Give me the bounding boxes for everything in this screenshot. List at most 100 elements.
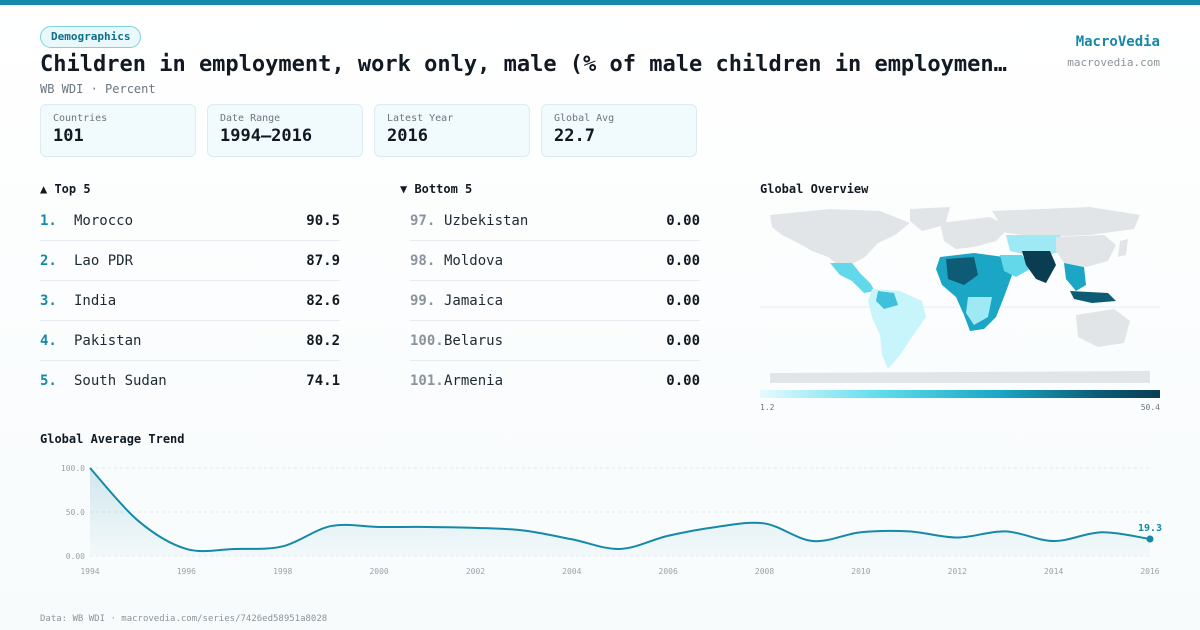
stat-value: 2016 bbox=[387, 126, 428, 146]
data-point bbox=[89, 467, 91, 469]
region-southeast-asia[interactable] bbox=[1064, 263, 1086, 291]
world-choropleth-map[interactable] bbox=[760, 205, 1160, 383]
country-name: Moldova bbox=[444, 252, 504, 269]
x-tick-label: 2016 bbox=[1140, 567, 1159, 576]
region-central-america[interactable] bbox=[830, 263, 875, 293]
region-south-america[interactable] bbox=[868, 289, 926, 369]
x-tick-label: 2006 bbox=[659, 567, 678, 576]
country-value: 80.2 bbox=[306, 332, 340, 349]
data-point bbox=[956, 536, 958, 538]
brand-logo[interactable]: MacroVedia bbox=[1075, 34, 1160, 50]
region-east-asia[interactable] bbox=[1056, 235, 1116, 267]
list-item[interactable]: 5. South Sudan 74.1 bbox=[40, 361, 340, 401]
data-point bbox=[667, 535, 669, 537]
data-point bbox=[426, 526, 428, 528]
region-europe[interactable] bbox=[940, 217, 1010, 249]
region-north-asia[interactable] bbox=[992, 207, 1140, 237]
last-value-label: 19.3 bbox=[1138, 523, 1162, 534]
data-point bbox=[378, 526, 380, 528]
y-tick-label: 100.0 bbox=[61, 464, 85, 473]
data-point bbox=[185, 548, 187, 550]
stat-card-global-avg: Global Avg 22.7 bbox=[541, 104, 697, 157]
data-point bbox=[282, 545, 284, 547]
rank-number: 3. bbox=[40, 292, 57, 309]
region-central-asia[interactable] bbox=[1006, 235, 1066, 257]
x-tick-label: 2008 bbox=[755, 567, 774, 576]
region-indonesia[interactable] bbox=[1070, 291, 1116, 303]
country-name: Lao PDR bbox=[74, 252, 134, 269]
region-southern-africa[interactable] bbox=[966, 297, 992, 325]
stat-label: Date Range bbox=[220, 113, 281, 124]
region-andes[interactable] bbox=[876, 291, 898, 309]
region-middle-east[interactable] bbox=[1000, 255, 1030, 277]
list-item[interactable]: 99. Jamaica 0.00 bbox=[410, 281, 700, 321]
region-greenland[interactable] bbox=[910, 207, 950, 231]
x-tick-label: 2004 bbox=[562, 567, 581, 576]
last-point-marker bbox=[1146, 535, 1154, 543]
country-name: Uzbekistan bbox=[444, 212, 529, 229]
country-value: 87.9 bbox=[306, 252, 340, 269]
map-legend-gradient bbox=[760, 390, 1160, 398]
data-point bbox=[860, 531, 862, 533]
list-item[interactable]: 2. Lao PDR 87.9 bbox=[40, 241, 340, 281]
x-tick-label: 2014 bbox=[1044, 567, 1063, 576]
rank-number: 98. bbox=[410, 252, 436, 269]
rank-number: 5. bbox=[40, 373, 57, 389]
data-point bbox=[763, 522, 765, 524]
region-north-america[interactable] bbox=[770, 209, 910, 265]
country-name: Morocco bbox=[74, 212, 134, 229]
x-tick-label: 1998 bbox=[273, 567, 292, 576]
data-point bbox=[137, 520, 139, 522]
country-value: 74.1 bbox=[306, 373, 340, 389]
data-point bbox=[233, 548, 235, 550]
country-name: Jamaica bbox=[444, 292, 504, 309]
country-name: Armenia bbox=[444, 373, 504, 389]
list-item[interactable]: 98. Moldova 0.00 bbox=[410, 241, 700, 281]
list-item[interactable]: 100. Belarus 0.00 bbox=[410, 321, 700, 361]
list-item[interactable]: 3. India 82.6 bbox=[40, 281, 340, 321]
list-item[interactable]: 1. Morocco 90.5 bbox=[40, 201, 340, 241]
category-tag[interactable]: Demographics bbox=[40, 26, 142, 48]
stat-label: Countries bbox=[53, 113, 108, 124]
x-tick-label: 2010 bbox=[851, 567, 870, 576]
rank-number: 100. bbox=[410, 332, 444, 349]
stat-value: 22.7 bbox=[554, 126, 595, 146]
series-line bbox=[89, 467, 1151, 553]
x-tick-label: 2002 bbox=[466, 567, 485, 576]
country-value: 90.5 bbox=[306, 212, 340, 229]
data-point bbox=[1052, 540, 1054, 542]
data-point bbox=[1101, 531, 1103, 533]
page-subtitle: WB WDI · Percent bbox=[40, 82, 156, 96]
rank-number: 1. bbox=[40, 212, 57, 229]
series-area bbox=[90, 468, 1150, 556]
list-item[interactable]: 4. Pakistan 80.2 bbox=[40, 321, 340, 361]
top5-list: 1. Morocco 90.5 2. Lao PDR 87.9 3. India 82.6 … bbox=[40, 201, 340, 401]
region-australia[interactable] bbox=[1076, 309, 1130, 347]
stat-card-date-range: Date Range 1994–2016 bbox=[207, 104, 363, 157]
data-point bbox=[522, 529, 524, 531]
data-point bbox=[571, 538, 573, 540]
region-south-asia[interactable] bbox=[1022, 251, 1056, 283]
rank-number: 97. bbox=[410, 212, 436, 229]
region-north-africa[interactable] bbox=[946, 257, 978, 285]
country-value: 0.00 bbox=[666, 292, 700, 309]
brand-url[interactable]: macrovedia.com bbox=[1067, 56, 1160, 69]
x-tick-label: 1996 bbox=[177, 567, 196, 576]
trend-title: Global Average Trend bbox=[40, 432, 185, 446]
list-item[interactable]: 101. Armenia 0.00 bbox=[410, 361, 700, 401]
country-value: 0.00 bbox=[666, 252, 700, 269]
page-title: Children in employment, work only, male … bbox=[40, 52, 1007, 77]
country-name: South Sudan bbox=[74, 373, 167, 389]
country-name: Pakistan bbox=[74, 332, 142, 349]
country-name: Belarus bbox=[444, 332, 504, 349]
source-footer: Data: WB WDI · macrovedia.com/series/742… bbox=[40, 614, 328, 624]
region-antarctica[interactable] bbox=[770, 371, 1150, 383]
trend-chart[interactable]: 0.00 50.0 100.0 1994 1996 1998 2000 2002 2004 200… bbox=[40, 455, 1170, 585]
region-japan[interactable] bbox=[1118, 239, 1128, 257]
country-value: 0.00 bbox=[666, 332, 700, 349]
list-item[interactable]: 97. Uzbekistan 0.00 bbox=[410, 201, 700, 241]
bottom5-list: 97. Uzbekistan 0.00 98. Moldova 0.00 99. Jama… bbox=[410, 201, 700, 401]
data-point bbox=[715, 526, 717, 528]
x-tick-label: 2000 bbox=[369, 567, 388, 576]
top5-title: ▲ Top 5 bbox=[40, 182, 91, 196]
